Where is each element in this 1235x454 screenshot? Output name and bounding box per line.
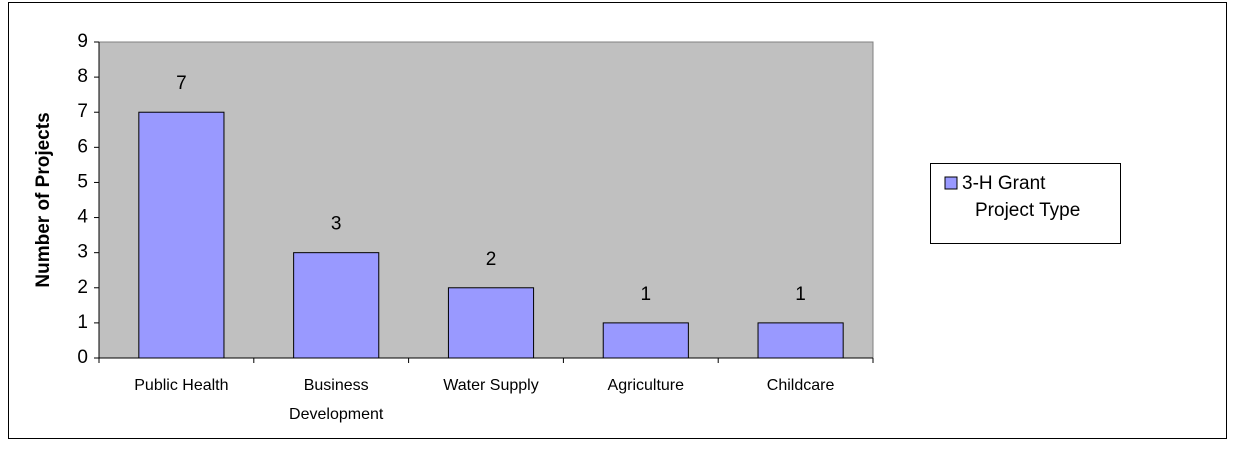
x-tick-label: Public Health — [134, 377, 228, 394]
bar — [602, 322, 689, 359]
y-tick-label: 4 — [77, 207, 88, 228]
legend-box — [930, 163, 1121, 244]
y-tick-label: 7 — [77, 101, 88, 122]
legend-label: 3-H Grant Project Type — [962, 173, 1080, 221]
x-tick-label: Childcare — [767, 377, 835, 394]
data-label: 1 — [641, 284, 652, 305]
data-label: 2 — [486, 249, 497, 270]
y-tick-label: 2 — [77, 277, 88, 298]
data-label: 7 — [176, 73, 187, 94]
x-tick-label: Business Development — [289, 377, 384, 423]
y-tick-label: 6 — [77, 136, 88, 157]
bar — [757, 322, 844, 359]
y-tick-label: 3 — [77, 242, 88, 263]
x-tick-label: Agriculture — [608, 377, 685, 394]
y-tick-label: 1 — [77, 312, 88, 333]
bar — [138, 111, 225, 359]
legend-swatch — [944, 176, 958, 190]
y-tick-label: 0 — [77, 347, 88, 368]
data-label: 3 — [331, 214, 342, 235]
y-tick-label: 9 — [77, 31, 88, 52]
bar — [447, 287, 535, 359]
y-tick-label: 5 — [77, 171, 88, 192]
y-tick-label: 8 — [77, 66, 88, 87]
x-tick-label: Water Supply — [443, 377, 538, 394]
bar — [293, 252, 380, 359]
y-axis-label: Number of Projects — [33, 112, 54, 287]
data-label: 1 — [795, 284, 806, 305]
